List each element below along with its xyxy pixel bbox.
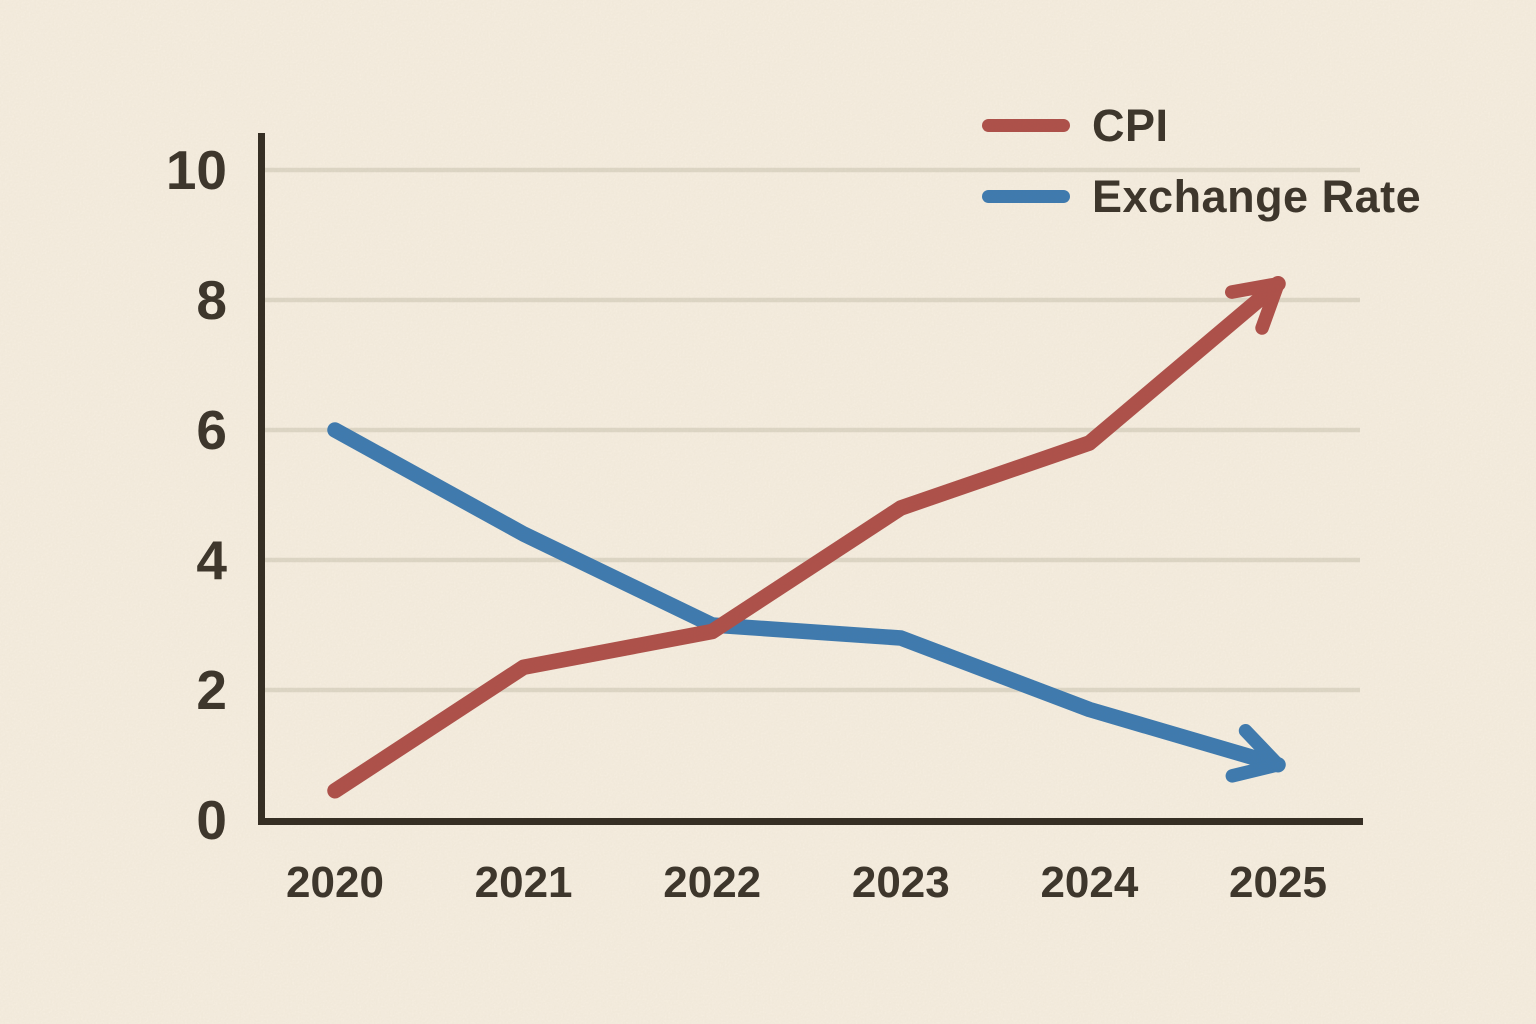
x-tick-label-2021: 2021 [475, 858, 573, 907]
y-tick-label-10: 10 [166, 139, 227, 201]
y-tick-label-0: 0 [196, 789, 227, 851]
x-tick-label-2020: 2020 [286, 858, 384, 907]
series-line-exchange-rate [327, 422, 1286, 773]
chart-legend: CPI Exchange Rate [982, 101, 1421, 221]
y-tick-label-6: 6 [196, 399, 227, 461]
series-arrowhead-cpi-barb-1 [1224, 277, 1285, 299]
y-tick-label-4: 4 [196, 529, 227, 591]
x-tick-label-2024: 2024 [1040, 858, 1138, 907]
x-tick-label-2022: 2022 [663, 858, 761, 907]
legend-label-exchange-rate: Exchange Rate [1092, 171, 1422, 222]
legend-item-exchange-rate: Exchange Rate [982, 172, 1421, 221]
x-tick-label-2025: 2025 [1229, 858, 1327, 907]
legend-swatch-cpi-line [982, 119, 1070, 132]
legend-item-cpi: CPI [982, 101, 1421, 150]
y-tick-label-8: 8 [196, 269, 227, 331]
legend-label-cpi: CPI [1092, 100, 1169, 151]
y-tick-label-2: 2 [196, 659, 227, 721]
series-line-cpi [327, 276, 1286, 799]
x-tick-label-2023: 2023 [852, 858, 950, 907]
legend-swatch-exchange-rate-line [982, 190, 1070, 203]
